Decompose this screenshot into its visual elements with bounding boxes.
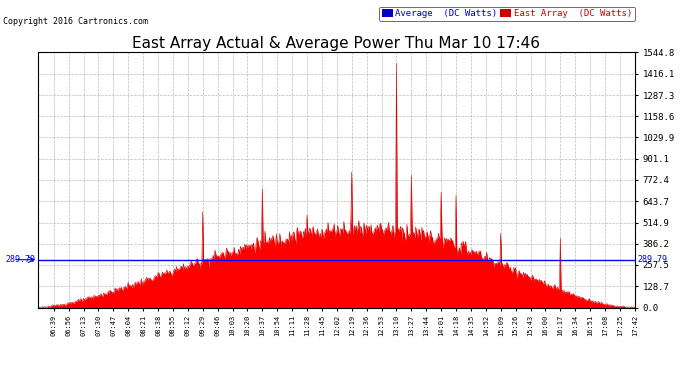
Text: 289.79: 289.79: [6, 255, 35, 264]
Text: 289.79: 289.79: [638, 255, 667, 264]
Text: Copyright 2016 Cartronics.com: Copyright 2016 Cartronics.com: [3, 17, 148, 26]
Legend: Average  (DC Watts), East Array  (DC Watts): Average (DC Watts), East Array (DC Watts…: [380, 7, 635, 21]
Title: East Array Actual & Average Power Thu Mar 10 17:46: East Array Actual & Average Power Thu Ma…: [132, 36, 540, 51]
